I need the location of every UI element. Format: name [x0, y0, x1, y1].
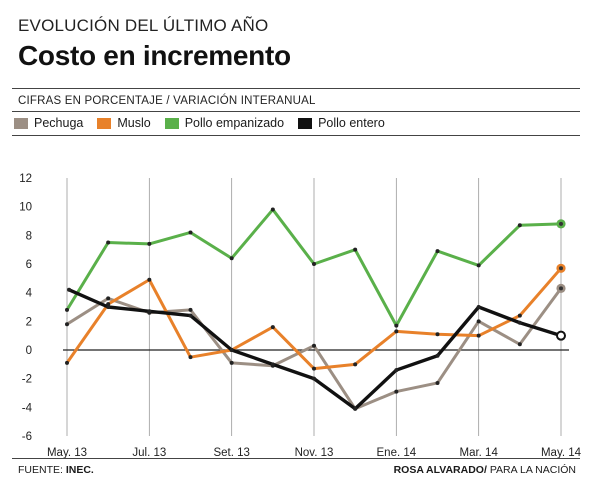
data-point-pollo-entero	[435, 353, 440, 358]
data-point-pechuga	[65, 322, 69, 327]
legend-swatch-pechuga	[14, 117, 28, 129]
y-tick-label: 10	[19, 202, 32, 214]
data-point-muslo	[188, 355, 193, 360]
footer-divider	[12, 458, 580, 459]
legend-label-pollo-empanizado: Pollo empanizado	[184, 116, 285, 130]
data-point-pechuga	[435, 380, 440, 385]
data-point-muslo	[435, 332, 440, 337]
chart-subtitle: CIFRAS EN PORCENTAJE / VARIACIÓN INTERAN…	[18, 95, 316, 107]
source-label: FUENTE:	[18, 464, 66, 476]
data-point-muslo	[147, 277, 152, 282]
chart-kicker: EVOLUCIÓN DEL ÚLTIMO AÑO	[18, 16, 269, 35]
data-point-pollo-empanizado	[312, 262, 316, 266]
y-tick-label: 6	[26, 259, 32, 271]
data-point-pechuga	[106, 296, 111, 301]
chart-legend: Pechuga Muslo Pollo empanizado Pollo ent…	[14, 116, 385, 130]
legend-item-muslo: Muslo	[97, 116, 151, 130]
data-point-pollo-entero	[67, 287, 72, 292]
data-point-pollo-entero	[312, 376, 316, 381]
data-point-muslo	[312, 366, 316, 371]
data-point-pollo-empanizado	[147, 241, 152, 246]
data-point-muslo	[270, 325, 275, 330]
x-tick-label: Ene. 14	[377, 447, 417, 459]
x-tick-label: Jul. 13	[132, 447, 166, 459]
data-point-muslo	[394, 329, 399, 334]
data-point-pollo-empanizado	[353, 247, 358, 252]
data-point-pechuga	[229, 360, 234, 365]
subtitle-divider	[12, 111, 580, 112]
data-point-pechuga	[394, 389, 399, 394]
legend-swatch-pollo-empanizado	[164, 117, 179, 129]
data-point-pechuga	[312, 343, 316, 348]
x-tick-label: Nov. 13	[295, 447, 334, 459]
credit-outlet: PARA LA NACIÓN	[486, 464, 576, 476]
data-point-pechuga	[517, 342, 522, 347]
legend-divider	[12, 135, 580, 136]
y-tick-label: 0	[26, 345, 32, 357]
data-point-pechuga	[188, 307, 193, 312]
data-point-muslo	[65, 360, 69, 365]
x-tick-label: May. 14	[541, 447, 582, 459]
data-point-pollo-empanizado	[394, 323, 399, 328]
data-point-pollo-empanizado	[435, 249, 440, 254]
legend-item-pechuga: Pechuga	[14, 116, 83, 130]
data-point-pechuga	[476, 319, 481, 324]
x-tick-label: Mar. 14	[459, 447, 498, 459]
end-marker-pollo-empanizado	[559, 221, 563, 226]
data-point-pollo-empanizado	[65, 307, 69, 312]
y-tick-label: 4	[26, 288, 33, 300]
legend-item-pollo-entero: Pollo entero	[298, 116, 385, 130]
data-point-pollo-entero	[229, 348, 234, 352]
x-tick-label: Set. 13	[213, 447, 249, 459]
x-tick-label: May. 13	[47, 447, 87, 459]
end-marker-pechuga	[559, 286, 563, 291]
data-point-pollo-entero	[394, 368, 399, 373]
y-tick-label: 12	[19, 173, 32, 185]
header-divider	[12, 88, 580, 89]
data-point-pollo-entero	[517, 320, 522, 325]
end-marker-pollo-entero	[556, 330, 566, 341]
chart-title: Costo en incremento	[18, 40, 291, 71]
data-point-pollo-empanizado	[229, 256, 234, 261]
data-point-pollo-entero	[106, 305, 111, 309]
data-point-pollo-entero	[270, 362, 275, 367]
legend-label-muslo: Muslo	[117, 116, 151, 130]
data-point-pollo-empanizado	[476, 263, 481, 268]
data-point-pollo-entero	[188, 313, 193, 318]
y-tick-label: -4	[22, 402, 33, 414]
credit-note: ROSA ALVARADO/ PARA LA NACIÓN	[394, 464, 576, 476]
source-value: INEC.	[65, 464, 94, 476]
y-tick-label: -2	[22, 374, 32, 386]
data-point-muslo	[476, 333, 481, 338]
legend-label-pechuga: Pechuga	[34, 116, 84, 130]
end-marker-muslo	[559, 266, 563, 271]
data-point-pollo-entero	[353, 406, 358, 411]
data-point-pollo-empanizado	[106, 240, 111, 245]
y-tick-label: -6	[22, 431, 32, 443]
data-point-pollo-entero	[147, 309, 152, 314]
legend-swatch-pollo-entero	[298, 117, 313, 129]
data-point-pollo-entero	[476, 305, 481, 309]
y-tick-label: 8	[26, 230, 32, 242]
data-point-pollo-empanizado	[188, 230, 193, 235]
data-point-muslo	[353, 362, 358, 367]
source-note: FUENTE: INEC.	[18, 464, 94, 476]
legend-swatch-muslo	[97, 117, 112, 129]
data-point-pollo-empanizado	[517, 223, 522, 228]
legend-item-pollo-empanizado: Pollo empanizado	[164, 116, 285, 130]
data-point-muslo	[517, 313, 522, 318]
y-tick-label: 2	[26, 316, 32, 328]
legend-label-pollo-entero: Pollo entero	[318, 116, 385, 130]
credit-author: ROSA ALVARADO/	[393, 464, 487, 476]
data-point-pollo-empanizado	[270, 207, 275, 212]
